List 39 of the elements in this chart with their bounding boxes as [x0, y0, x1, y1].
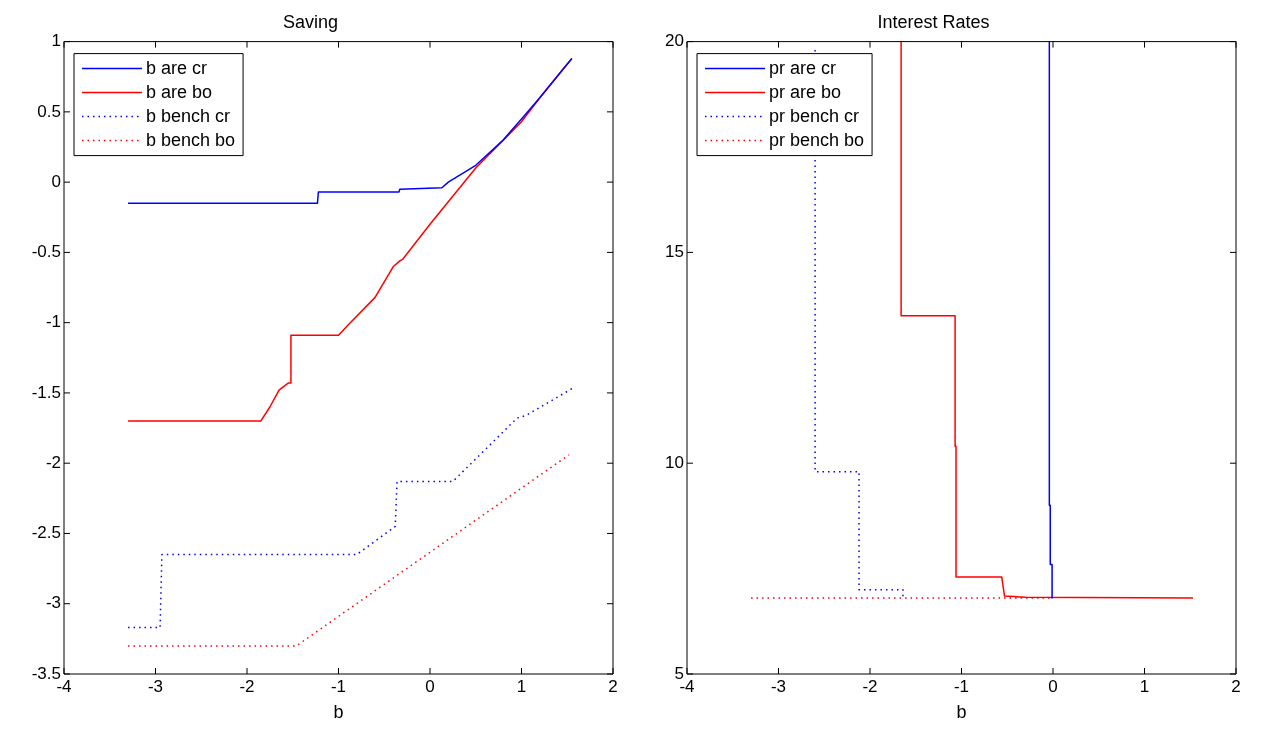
y-tick-label: 1 — [51, 31, 61, 51]
x-tick-label: 1 — [1139, 676, 1150, 696]
legend-label: pr are bo — [769, 81, 842, 102]
x-tick-label: 1 — [516, 676, 527, 696]
x-tick-label: -3 — [770, 676, 787, 696]
legend-label: b are cr — [146, 57, 208, 78]
y-tick-label: 0 — [51, 171, 61, 191]
y-tick-label: -2.5 — [31, 523, 61, 543]
y-tick-label: 10 — [665, 452, 684, 472]
chart-title: Saving — [282, 11, 339, 32]
y-tick-label: -2 — [45, 452, 61, 472]
x-tick-label: -2 — [862, 676, 878, 696]
x-tick-label: 0 — [425, 676, 435, 696]
legend-label: b bench bo — [146, 129, 236, 150]
y-tick-label: -0.5 — [31, 242, 61, 262]
y-tick-label: 5 — [674, 663, 684, 683]
x-tick-label: -3 — [147, 676, 164, 696]
y-tick-label: 20 — [665, 31, 684, 51]
x-tick-label: 2 — [608, 676, 618, 696]
x-tick-label: 2 — [1231, 676, 1241, 696]
line-series — [127, 387, 573, 629]
x-axis-title: b — [333, 702, 344, 723]
legend-label: pr are cr — [769, 57, 837, 78]
chart-title: Interest Rates — [877, 11, 990, 32]
x-tick-label: -1 — [330, 676, 347, 696]
legend-label: b are bo — [146, 81, 213, 102]
x-axis-title: b — [956, 702, 967, 723]
x-tick-label: -1 — [953, 676, 970, 696]
y-tick-label: -1 — [45, 312, 61, 332]
y-tick-label: -3 — [45, 593, 61, 613]
y-tick-label: -3.5 — [31, 663, 61, 683]
y-tick-label: 0.5 — [37, 101, 61, 121]
y-tick-label: -1.5 — [31, 382, 61, 402]
legend-label: b bench cr — [146, 105, 231, 126]
x-tick-label: -2 — [239, 676, 255, 696]
legend-label: pr bench cr — [769, 105, 860, 126]
legend-label: pr bench bo — [769, 129, 865, 150]
x-tick-label: 0 — [1048, 676, 1058, 696]
y-tick-label: 15 — [665, 242, 684, 262]
